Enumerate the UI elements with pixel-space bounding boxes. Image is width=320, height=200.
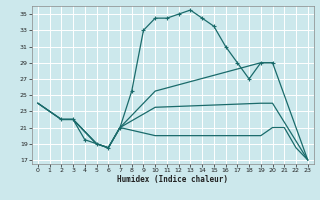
X-axis label: Humidex (Indice chaleur): Humidex (Indice chaleur) bbox=[117, 175, 228, 184]
